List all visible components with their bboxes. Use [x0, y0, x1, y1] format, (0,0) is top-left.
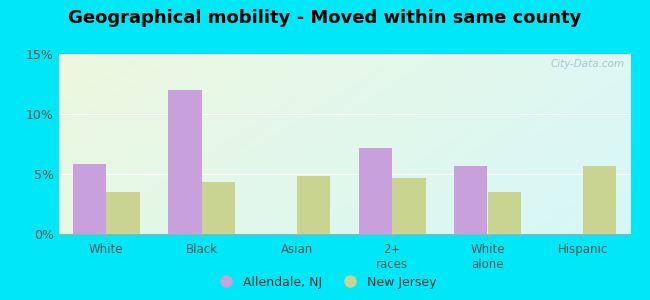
Legend: Allendale, NJ, New Jersey: Allendale, NJ, New Jersey: [208, 271, 442, 294]
Bar: [73, 164, 106, 234]
Bar: [454, 166, 488, 234]
Bar: [488, 192, 521, 234]
Bar: [202, 182, 235, 234]
Text: Geographical mobility - Moved within same county: Geographical mobility - Moved within sam…: [68, 9, 582, 27]
Bar: [168, 90, 202, 234]
Bar: [297, 176, 330, 234]
Bar: [583, 166, 616, 234]
Text: City-Data.com: City-Data.com: [551, 59, 625, 69]
Bar: [392, 178, 426, 234]
Bar: [359, 148, 392, 234]
Bar: [106, 192, 140, 234]
